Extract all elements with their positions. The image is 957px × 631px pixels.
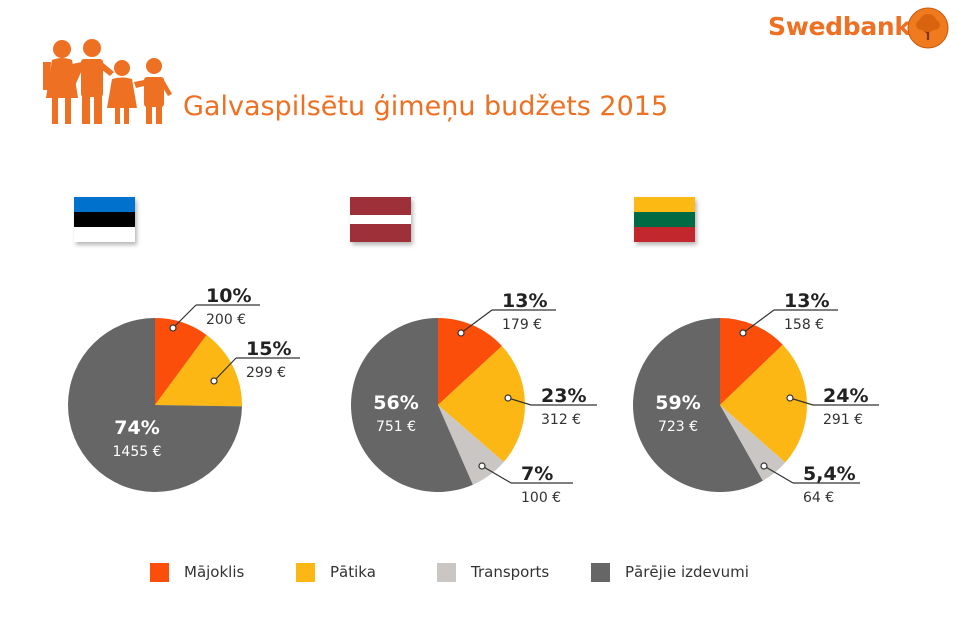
- leader-line: [213, 357, 237, 382]
- leader-dot: [739, 329, 747, 337]
- slice-amount-label: 179 €: [502, 317, 542, 333]
- slice-percent-label: 23%: [541, 385, 586, 407]
- leader-dot: [504, 394, 512, 402]
- leader-line: [460, 309, 493, 334]
- pie-chart-3: 13% 158 € 24% 291 € 5,4% 64 € 59% 723 €: [633, 290, 879, 506]
- slice-amount-label: 158 €: [784, 317, 824, 333]
- pie-slice-patika: [720, 344, 807, 463]
- pie-slice-transports: [438, 405, 504, 485]
- pie-slice-majoklis: [438, 318, 502, 405]
- slice-percent-label: 5,4%: [803, 463, 856, 485]
- leader-dot: [760, 462, 768, 470]
- family-icon: [43, 39, 172, 124]
- swedbank-oak-logo-icon: [907, 7, 949, 49]
- slice-percent-label: 10%: [206, 285, 251, 307]
- leader-dot: [457, 329, 465, 337]
- slice-amount-label: 200 €: [206, 312, 246, 328]
- slice-percent-label: 59%: [655, 392, 700, 414]
- pie-slice-patika: [438, 345, 525, 462]
- slice-percent-label: 13%: [502, 290, 547, 312]
- leader-dot: [478, 462, 486, 470]
- legend-swatch: [591, 563, 610, 582]
- pie-slice-parejie: [350, 318, 473, 492]
- pie-chart-2: 13% 179 € 23% 312 € 7% 100 € 56% 751 €: [350, 290, 597, 506]
- brand-name: Swedbank: [768, 12, 911, 41]
- slice-amount-label: 1455 €: [113, 444, 162, 460]
- slice-amount-label: 100 €: [521, 490, 561, 506]
- slice-percent-label: 74%: [114, 417, 159, 439]
- slice-percent-label: 24%: [823, 385, 868, 407]
- leader-line: [742, 309, 775, 334]
- legend-swatch: [296, 563, 315, 582]
- slice-percent-label: 56%: [373, 392, 418, 414]
- slice-amount-label: 312 €: [541, 412, 581, 428]
- pie-slice-parejie: [68, 318, 242, 493]
- legend-label: Pātika: [330, 563, 376, 581]
- leader-line: [481, 465, 512, 484]
- leader-line: [172, 304, 197, 329]
- pie-slice-patika: [155, 334, 243, 407]
- slice-amount-label: 751 €: [376, 419, 416, 435]
- leader-line: [763, 465, 794, 484]
- slice-amount-label: 291 €: [823, 412, 863, 428]
- pie-slice-majoklis: [155, 318, 207, 405]
- leader-line: [789, 397, 814, 406]
- leader-dot: [786, 394, 794, 402]
- legend-label: Pārējie izdevumi: [625, 563, 749, 581]
- slice-amount-label: 299 €: [246, 365, 286, 381]
- pie-chart-1: 10% 200 €15% 299 € 74% 1455 €: [68, 285, 300, 493]
- pie-slice-parejie: [633, 318, 763, 492]
- pie-slice-majoklis: [720, 318, 783, 405]
- flag-estonia-icon: [74, 197, 135, 242]
- leader-dot: [169, 324, 177, 332]
- pie-slice-transports: [720, 405, 786, 481]
- flag-lithuania-icon: [634, 197, 695, 242]
- legend-swatch: [437, 563, 456, 582]
- legend-label: Mājoklis: [184, 563, 245, 581]
- slice-amount-label: 723 €: [658, 419, 698, 435]
- slice-percent-label: 13%: [784, 290, 829, 312]
- flag-latvia-icon: [350, 197, 411, 242]
- slice-percent-label: 15%: [246, 338, 291, 360]
- page-title: Galvaspilsētu ģimeņu budžets 2015: [183, 91, 669, 122]
- legend-label: Transports: [471, 563, 550, 581]
- slice-amount-label: 64 €: [803, 490, 834, 506]
- leader-dot: [210, 377, 218, 385]
- slice-percent-label: 7%: [521, 463, 553, 485]
- leader-line: [507, 397, 532, 406]
- legend-swatch: [150, 563, 169, 582]
